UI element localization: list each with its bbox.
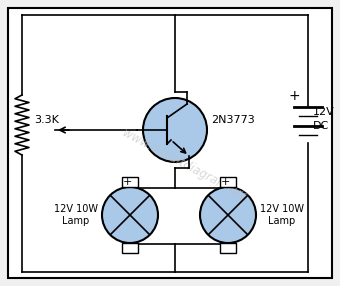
- Text: 2N3773: 2N3773: [211, 115, 255, 125]
- Text: DC: DC: [313, 121, 329, 131]
- Bar: [122, 177, 138, 187]
- Circle shape: [102, 187, 158, 243]
- Text: 12V 10W
Lamp: 12V 10W Lamp: [260, 204, 304, 226]
- Circle shape: [143, 98, 207, 162]
- Text: 3.3K: 3.3K: [34, 115, 59, 125]
- Text: +: +: [221, 177, 231, 187]
- Text: +: +: [288, 89, 300, 103]
- Circle shape: [200, 187, 256, 243]
- Text: www.circuitdiagram.org: www.circuitdiagram.org: [120, 126, 250, 204]
- Text: 12V 10W
Lamp: 12V 10W Lamp: [54, 204, 98, 226]
- Text: +: +: [123, 177, 132, 187]
- Bar: [220, 243, 236, 253]
- Bar: [122, 243, 138, 253]
- Bar: [220, 177, 236, 187]
- Text: 12V: 12V: [313, 107, 335, 117]
